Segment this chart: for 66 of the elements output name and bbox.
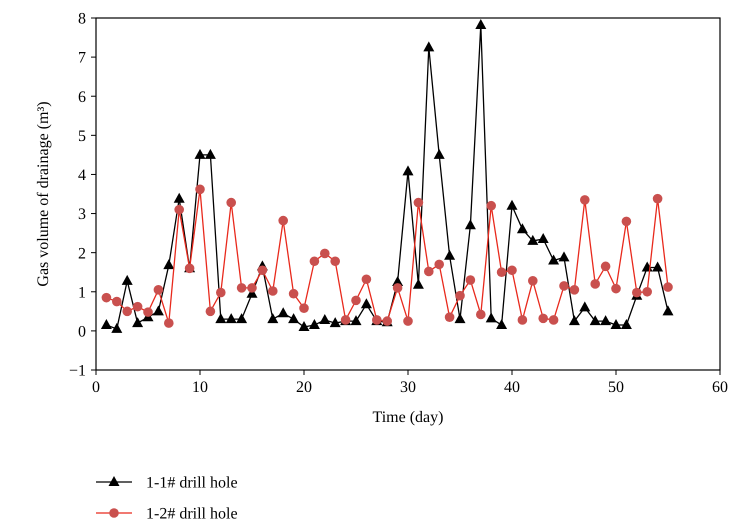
- point: [226, 313, 237, 324]
- point: [330, 317, 341, 328]
- point: [360, 298, 372, 308]
- point: [620, 319, 632, 330]
- point: [506, 200, 518, 210]
- x-tick-label: 0: [92, 379, 100, 396]
- point: [486, 312, 497, 322]
- legend-label: 1-2# drill hole: [146, 506, 238, 520]
- point: [308, 319, 320, 330]
- point: [548, 254, 560, 264]
- point: [174, 192, 185, 203]
- x-tick-label: 50: [608, 379, 624, 396]
- y-tick-label: 2: [78, 245, 86, 262]
- point: [412, 278, 424, 289]
- point: [568, 315, 580, 326]
- x-tick-label: 10: [192, 379, 208, 396]
- point: [423, 41, 434, 52]
- legend-label: 1-1# drill hole: [146, 474, 238, 492]
- point: [152, 305, 164, 316]
- x-tick-label: 40: [504, 379, 520, 396]
- point: [163, 259, 174, 270]
- y-tick-label: 7: [78, 50, 86, 67]
- point: [132, 317, 144, 328]
- point: [662, 305, 674, 316]
- y-tick-label: 3: [78, 206, 86, 224]
- point: [454, 313, 466, 324]
- point: [538, 232, 549, 243]
- point: [496, 319, 508, 330]
- y-tick-label: 6: [78, 88, 86, 106]
- point: [475, 19, 486, 30]
- y-tick-label: 4: [78, 167, 86, 184]
- point: [434, 148, 445, 159]
- point: [444, 250, 456, 260]
- point: [194, 148, 206, 159]
- point: [464, 219, 476, 230]
- point: [558, 251, 570, 262]
- point: [278, 307, 289, 318]
- point: [267, 313, 278, 324]
- point: [236, 313, 248, 324]
- x-axis-title: Time (day): [372, 409, 444, 426]
- y-axis-title: Gas volume of drainage (m³): [35, 101, 52, 287]
- x-tick-label: 20: [296, 379, 312, 396]
- y-tick-label: −1: [68, 362, 86, 380]
- point: [319, 314, 330, 324]
- point: [204, 148, 216, 159]
- point: [652, 262, 664, 272]
- point: [600, 315, 612, 326]
- point: [516, 223, 528, 234]
- point: [579, 301, 590, 312]
- point: [590, 315, 601, 326]
- point: [298, 320, 310, 331]
- point: [100, 319, 112, 330]
- point: [215, 313, 226, 324]
- point: [402, 165, 414, 176]
- point: [527, 234, 538, 245]
- y-tick-label: 5: [78, 128, 86, 145]
- x-tick-label: 30: [400, 379, 416, 396]
- x-tick-label: 60: [712, 379, 728, 396]
- y-tick-label: 8: [78, 10, 86, 28]
- y-tick-label: 1: [78, 284, 86, 302]
- y-tick-label: 0: [78, 323, 86, 340]
- point: [288, 313, 300, 324]
- point: [350, 315, 362, 326]
- point: [610, 319, 622, 330]
- point: [111, 322, 122, 333]
- point: [122, 274, 133, 285]
